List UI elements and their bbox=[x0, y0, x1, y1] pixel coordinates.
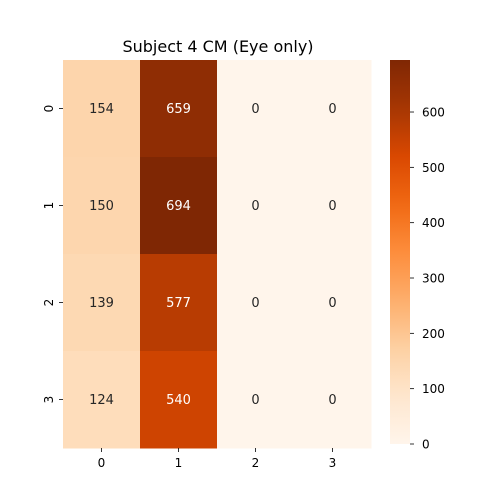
colorbar-tick-label: 200 bbox=[422, 327, 445, 341]
heatmap-cell bbox=[217, 157, 295, 255]
cell-value-label: 0 bbox=[251, 102, 259, 117]
cell-value-label: 577 bbox=[166, 296, 191, 311]
colorbar-tick-label: 300 bbox=[422, 272, 445, 286]
y-tick-label: 1 bbox=[42, 202, 56, 210]
heatmap-cell bbox=[140, 60, 218, 158]
cell-value-label: 0 bbox=[251, 199, 259, 214]
cell-value-label: 154 bbox=[89, 102, 114, 117]
colorbar-tick-label: 100 bbox=[422, 382, 445, 396]
heatmap-cell bbox=[294, 351, 372, 449]
heatmap-cell bbox=[140, 157, 218, 255]
cell-value-label: 659 bbox=[166, 102, 191, 117]
x-axis: 0 1 2 3 bbox=[98, 448, 337, 470]
x-tick-label: 0 bbox=[98, 456, 106, 470]
heatmap-cell bbox=[140, 254, 218, 352]
heatmap-cell bbox=[140, 351, 218, 449]
x-tick-label: 3 bbox=[329, 456, 337, 470]
colorbar-tick-label: 400 bbox=[422, 216, 445, 230]
colorbar-tick-label: 500 bbox=[422, 161, 445, 175]
colorbar-ticks: 0 100 200 300 400 500 600 bbox=[410, 106, 445, 452]
colorbar-tick-label: 600 bbox=[422, 106, 445, 120]
cell-value-label: 139 bbox=[89, 296, 114, 311]
cell-value-label: 150 bbox=[89, 199, 114, 214]
y-tick-label: 2 bbox=[42, 299, 56, 307]
heatmap-cell bbox=[217, 351, 295, 449]
x-tick-label: 2 bbox=[252, 456, 260, 470]
y-axis: 0 1 2 3 bbox=[42, 105, 63, 404]
cell-value-label: 0 bbox=[251, 296, 259, 311]
heatmap-cells: 154 659 0 0 150 694 0 0 139 577 0 0 124 540 0 0 bbox=[63, 60, 372, 449]
heatmap-cell bbox=[217, 254, 295, 352]
cell-value-label: 124 bbox=[89, 393, 114, 408]
cell-value-label: 540 bbox=[166, 393, 191, 408]
heatmap-cell bbox=[63, 157, 141, 255]
cell-value-label: 0 bbox=[328, 393, 336, 408]
chart-title: Subject 4 CM (Eye only) bbox=[122, 37, 313, 56]
colorbar-tick-label: 0 bbox=[422, 438, 430, 452]
x-tick-label: 1 bbox=[175, 456, 183, 470]
cell-value-label: 0 bbox=[251, 393, 259, 408]
heatmap-cell bbox=[294, 254, 372, 352]
cell-value-label: 0 bbox=[328, 199, 336, 214]
y-tick-label: 0 bbox=[42, 105, 56, 113]
heatmap-cell bbox=[294, 157, 372, 255]
heatmap-cell bbox=[63, 351, 141, 449]
cell-value-label: 0 bbox=[328, 102, 336, 117]
cell-value-label: 0 bbox=[328, 296, 336, 311]
heatmap-cell bbox=[217, 60, 295, 158]
heatmap-cell bbox=[294, 60, 372, 158]
colorbar bbox=[390, 60, 410, 444]
heatmap-cell bbox=[63, 254, 141, 352]
heatmap-cell bbox=[63, 60, 141, 158]
y-tick-label: 3 bbox=[42, 396, 56, 404]
cell-value-label: 694 bbox=[166, 199, 191, 214]
